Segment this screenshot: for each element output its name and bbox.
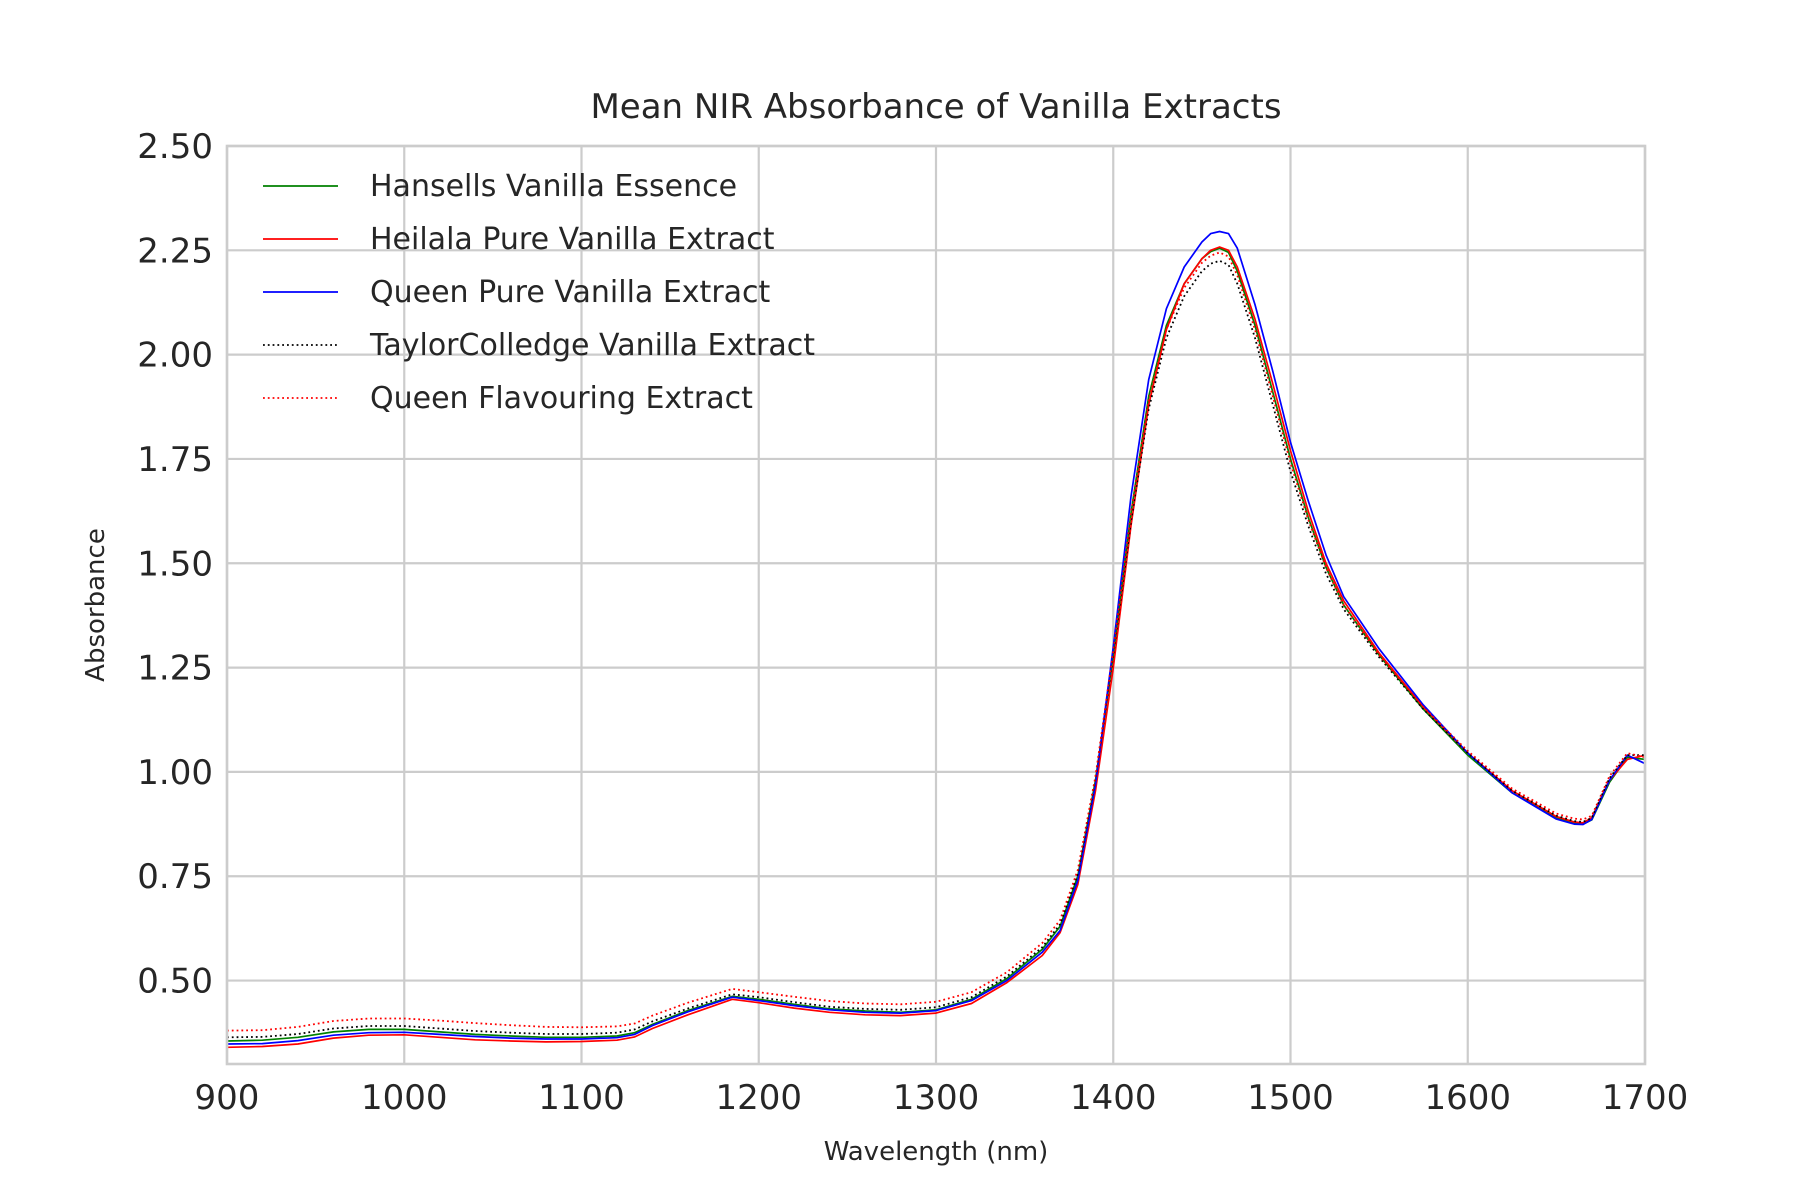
x-tick-labels: 900 1000 1100 1200 1300 1400 1500 1600 1700 [195,1078,1689,1118]
y-axis-label: Absorbance [81,528,111,682]
x-tick-label: 1400 [1070,1078,1157,1118]
y-tick-label: 2.25 [137,231,213,271]
y-tick-label: 2.00 [137,336,213,376]
chart-title: Mean NIR Absorbance of Vanilla Extracts [590,87,1281,127]
legend-label: Hansells Vanilla Essence [370,169,737,204]
x-tick-label: 1200 [715,1078,802,1118]
plot-frame [225,144,1647,1066]
y-tick-label: 1.50 [137,544,213,584]
legend-label: TaylorColledge Vanilla Extract [369,328,815,363]
y-tick-label: 0.75 [137,857,213,897]
y-tick-label: 2.50 [137,127,213,167]
legend-label: Queen Pure Vanilla Extract [370,275,771,310]
legend: Hansells Vanilla Essence Heilala Pure Van… [263,169,815,416]
legend-item: Queen Pure Vanilla Extract [263,275,771,310]
x-tick-label: 1500 [1247,1078,1334,1118]
legend-item: Hansells Vanilla Essence [263,169,737,204]
legend-item: Queen Flavouring Extract [263,381,753,416]
legend-item: TaylorColledge Vanilla Extract [263,328,815,363]
x-tick-label: 1300 [893,1078,980,1118]
legend-label: Queen Flavouring Extract [370,381,753,416]
series-lines [227,230,1645,1049]
x-tick-label: 900 [195,1078,260,1118]
legend-item: Heilala Pure Vanilla Extract [263,222,775,257]
x-tick-label: 1100 [538,1078,625,1118]
y-tick-label: 1.00 [137,753,213,793]
y-tick-label: 0.50 [137,962,213,1002]
y-tick-label: 1.25 [137,649,213,689]
y-tick-labels: 0.50 0.75 1.00 1.25 1.50 1.75 2.00 2.25 2.50 [137,127,213,1002]
legend-label: Heilala Pure Vanilla Extract [370,222,775,257]
y-tick-label: 1.75 [137,440,213,480]
x-tick-label: 1700 [1602,1078,1689,1118]
series-line-queen-flavouring-extract [227,251,1645,1032]
x-axis-label: Wavelength (nm) [824,1137,1049,1167]
x-tick-label: 1600 [1424,1078,1511,1118]
series-line-queen-pure-vanilla-extract [227,230,1645,1045]
x-tick-label: 1000 [361,1078,448,1118]
